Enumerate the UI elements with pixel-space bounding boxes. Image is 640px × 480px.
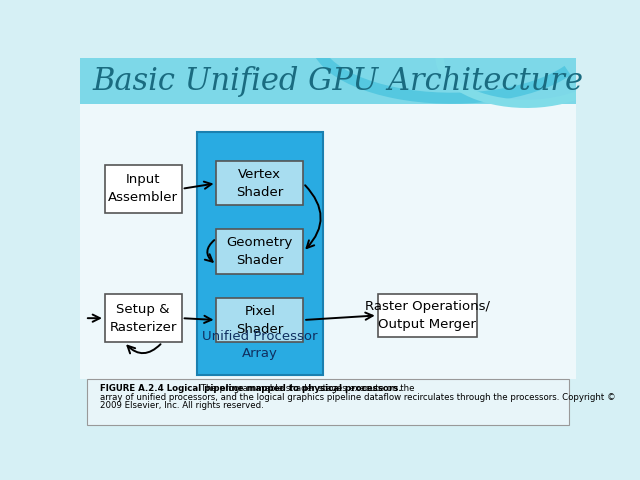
Text: Geometry
Shader: Geometry Shader xyxy=(227,236,293,267)
FancyBboxPatch shape xyxy=(80,104,576,379)
Text: Input
Assembler: Input Assembler xyxy=(108,173,178,204)
Text: Setup &
Rasterizer: Setup & Rasterizer xyxy=(109,303,177,334)
Text: FIGURE A.2.4 Logical pipeline mapped to physical processors.: FIGURE A.2.4 Logical pipeline mapped to … xyxy=(100,384,401,393)
Text: Pixel
Shader: Pixel Shader xyxy=(236,304,284,336)
Text: Raster Operations/
Output Merger: Raster Operations/ Output Merger xyxy=(365,300,490,331)
FancyBboxPatch shape xyxy=(216,161,303,205)
FancyBboxPatch shape xyxy=(88,379,568,425)
FancyBboxPatch shape xyxy=(196,132,323,375)
Text: The programmable shader stages execute on the: The programmable shader stages execute o… xyxy=(198,384,415,393)
Text: array of unified processors, and the logical graphics pipeline dataflow recircul: array of unified processors, and the log… xyxy=(100,393,616,402)
FancyBboxPatch shape xyxy=(216,229,303,274)
Text: 2009 Elsevier, Inc. All rights reserved.: 2009 Elsevier, Inc. All rights reserved. xyxy=(100,401,264,410)
Text: Basic Unified GPU Architecture: Basic Unified GPU Architecture xyxy=(92,66,584,97)
FancyBboxPatch shape xyxy=(80,58,576,104)
FancyBboxPatch shape xyxy=(216,298,303,342)
Text: Unified Processor
Array: Unified Processor Array xyxy=(202,330,317,360)
FancyBboxPatch shape xyxy=(105,165,182,213)
FancyBboxPatch shape xyxy=(378,294,477,336)
FancyBboxPatch shape xyxy=(105,294,182,342)
Text: Vertex
Shader: Vertex Shader xyxy=(236,168,284,199)
